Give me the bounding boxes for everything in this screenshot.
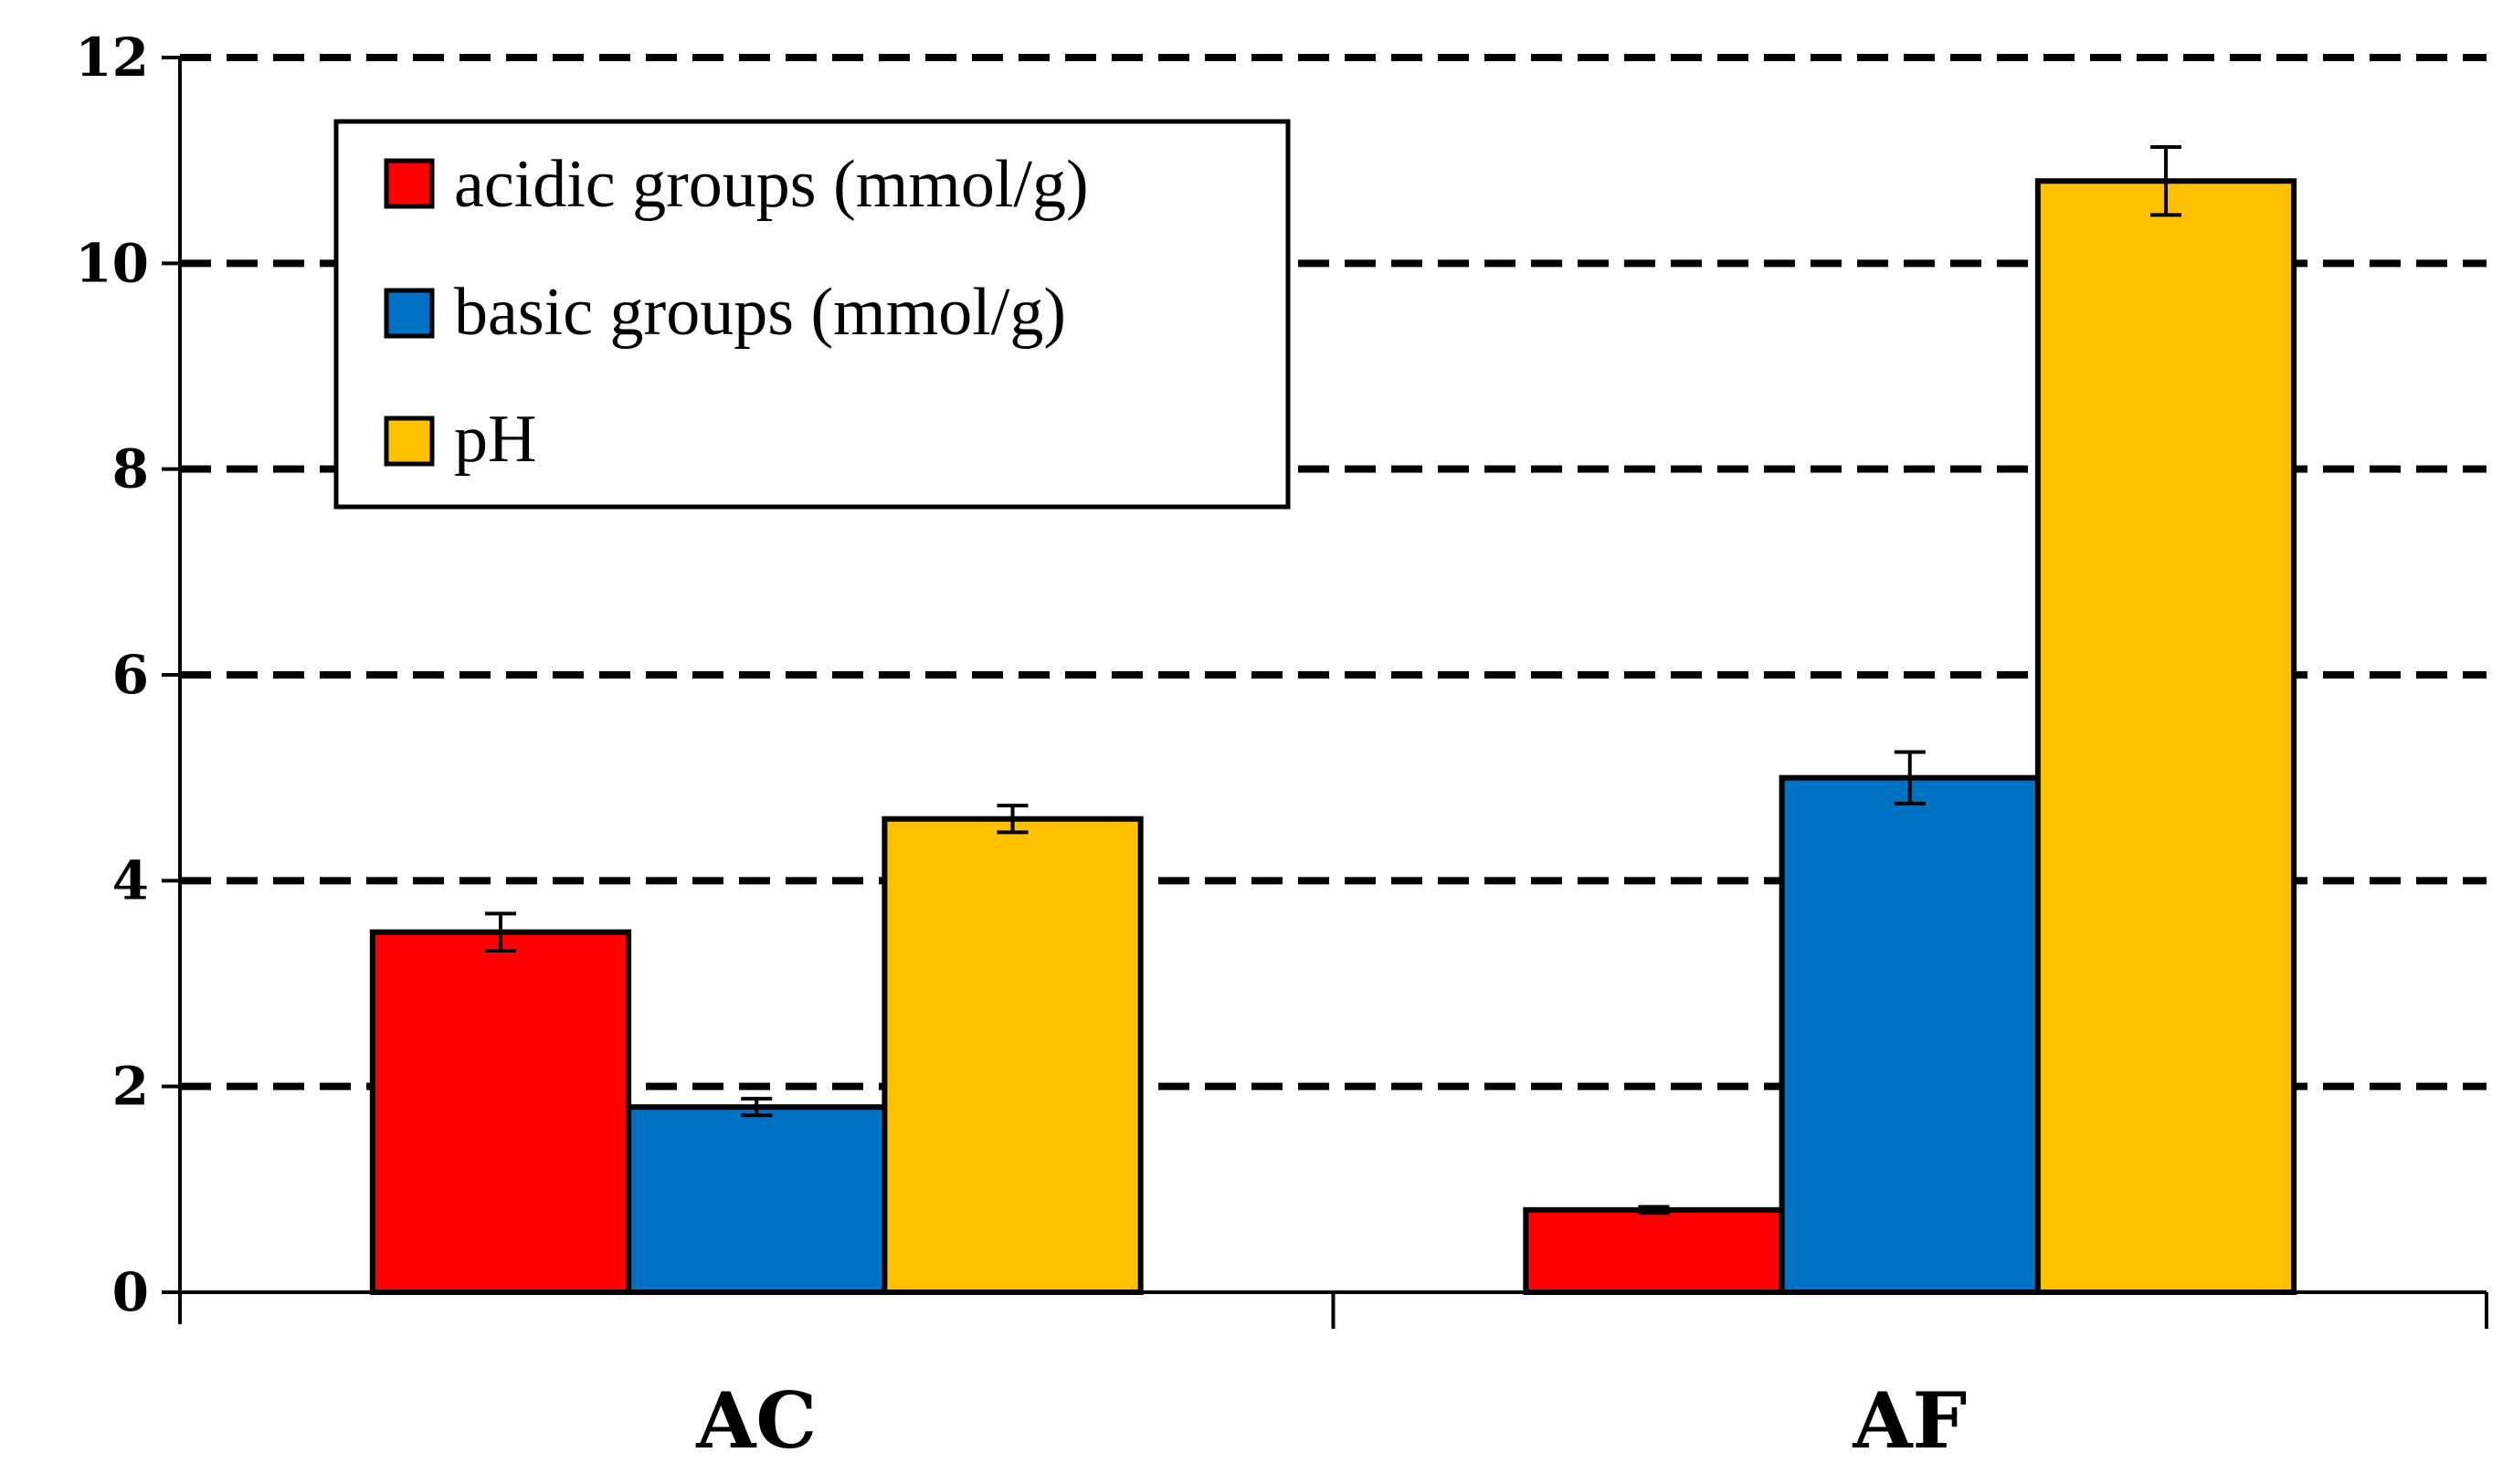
legend-label: acidic groups (mmol/g) bbox=[454, 147, 1089, 222]
error-bar bbox=[2150, 145, 2182, 217]
y-tick-label: 0 bbox=[112, 1261, 149, 1323]
legend-swatch bbox=[384, 158, 435, 209]
y-tick-label: 8 bbox=[112, 438, 149, 500]
error-bar bbox=[1894, 750, 1926, 805]
legend-label: pH bbox=[454, 402, 536, 477]
axes bbox=[162, 56, 2488, 1329]
legend-entry: pH bbox=[384, 402, 536, 477]
y-tick-labels: 0 2 4 6 8 10 12 bbox=[75, 26, 149, 1323]
bar bbox=[369, 929, 632, 1296]
legend-entry: acidic groups (mmol/g) bbox=[384, 147, 1089, 222]
category-labels: AC AF bbox=[695, 1375, 1967, 1466]
error-bar bbox=[741, 1097, 773, 1118]
legend-entry: basic groups (mmol/g) bbox=[384, 275, 1066, 350]
error-bar bbox=[484, 911, 516, 952]
legend-label: basic groups (mmol/g) bbox=[454, 275, 1066, 350]
legend-swatch bbox=[384, 288, 435, 339]
error-bar bbox=[1638, 1205, 1670, 1216]
legend: acidic groups (mmol/g) basic groups (mmo… bbox=[333, 119, 1291, 510]
bar bbox=[1779, 774, 2041, 1295]
category-label: AF bbox=[1852, 1375, 1967, 1466]
bar bbox=[1523, 1206, 1785, 1296]
y-tick-label: 2 bbox=[112, 1056, 149, 1118]
y-tick-label: 12 bbox=[75, 26, 149, 89]
bar bbox=[626, 1104, 888, 1295]
bar bbox=[882, 816, 1144, 1295]
error-bar bbox=[997, 804, 1029, 835]
category-label: AC bbox=[695, 1375, 817, 1466]
y-tick-label: 4 bbox=[112, 849, 149, 911]
legend-box bbox=[333, 119, 1291, 510]
legend-swatch bbox=[384, 416, 435, 467]
error-bars bbox=[484, 145, 2182, 1216]
y-tick-label: 6 bbox=[112, 644, 149, 706]
y-tick-label: 10 bbox=[75, 232, 149, 294]
bar bbox=[2034, 178, 2297, 1296]
